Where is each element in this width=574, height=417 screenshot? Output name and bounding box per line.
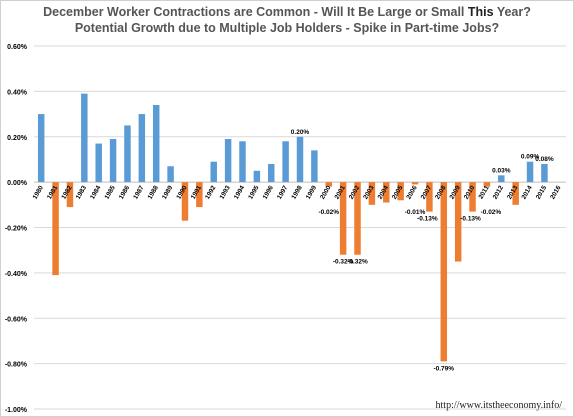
y-tick-label: -0.20% — [5, 226, 28, 233]
bar-1989 — [167, 166, 174, 183]
x-tick-label: 1983 — [75, 184, 88, 200]
bar-1998 — [296, 136, 304, 183]
bar-1987 — [138, 114, 146, 183]
title-line-1: December Worker Contractions are Common … — [0, 4, 574, 20]
x-tick-label: 1985 — [104, 184, 117, 200]
bar-2001 — [339, 182, 347, 255]
bar-2012 — [498, 175, 505, 183]
data-label-2002: -0.32% — [347, 259, 368, 266]
bar-2008 — [440, 182, 448, 362]
bar-2002 — [354, 182, 361, 255]
bar-1993 — [224, 139, 232, 183]
bar-2007 — [426, 182, 433, 212]
bar-2003 — [368, 182, 376, 205]
x-axis-tick-labels: 1980 1981 1982 1983 1984 1985 1986 1987 1988 1989… — [32, 184, 563, 200]
x-tick-label: 2016 — [549, 184, 562, 200]
x-tick-label: 1987 — [132, 184, 145, 200]
x-tick-label: 1984 — [89, 184, 102, 200]
bar-1983 — [81, 93, 88, 183]
y-tick-label: -0.60% — [5, 316, 28, 323]
x-tick-label: 1980 — [32, 184, 45, 200]
title-line-2: Potential Growth due to Multiple Job Hol… — [74, 21, 500, 35]
bar-2005 — [397, 182, 404, 201]
x-tick-label: 1998 — [290, 184, 303, 200]
x-tick-label: 2000 — [319, 184, 332, 200]
data-label-1998: 0.20% — [291, 129, 310, 136]
y-tick-label: 0.40% — [7, 89, 28, 96]
data-label-2000: -0.02% — [318, 209, 339, 216]
y-axis-tick-labels: 0.60% 0.40% 0.20% 0.00% -0.20% -0.40% -0.60% -0… — [5, 44, 28, 414]
data-label-2010: -0.13% — [460, 216, 481, 223]
x-tick-label: 1993 — [219, 184, 232, 200]
bar-1980 — [37, 114, 45, 183]
x-tick-label: 1988 — [147, 184, 160, 200]
bar-1986 — [124, 125, 131, 183]
bar-2010 — [469, 182, 476, 212]
data-labels: 0.20%-0.02%-0.32%-0.32%-0.01%-0.13%-0.79… — [291, 129, 554, 373]
x-tick-label: 1997 — [276, 184, 289, 200]
bar-2000 — [325, 182, 332, 187]
x-tick-label: 2015 — [535, 184, 548, 200]
bar-1984 — [95, 143, 102, 183]
bar-2006 — [411, 182, 419, 185]
y-tick-label: 0.20% — [7, 135, 28, 142]
data-label-2007: -0.13% — [417, 216, 438, 223]
bar-2004 — [383, 182, 390, 203]
bar-2013 — [512, 182, 519, 205]
data-label-2015: 0.08% — [535, 156, 554, 163]
title-line-1-end: Year? — [493, 5, 531, 19]
x-tick-label: 1996 — [262, 184, 275, 200]
x-tick-label: 2011 — [478, 184, 491, 200]
bar-1981 — [52, 182, 59, 276]
y-tick-label: -1.00% — [5, 407, 28, 414]
title-highlight-word: This — [467, 5, 494, 19]
data-label-2001: -0.32% — [333, 259, 354, 266]
bar-2014 — [526, 161, 534, 183]
y-tick-label: -0.40% — [5, 271, 28, 278]
y-tick-label: 0.60% — [7, 44, 28, 51]
x-tick-label: 1989 — [161, 184, 174, 200]
data-label-2006: -0.01% — [405, 209, 426, 216]
gridlines — [34, 45, 566, 410]
bar-1999 — [311, 150, 318, 183]
source-url: http://www.itstheeconomy.info/ — [435, 400, 562, 411]
data-label-2012: 0.03% — [492, 167, 511, 174]
title-line-1-start: December Worker Contractions are Common … — [43, 5, 468, 19]
bar-2015 — [541, 163, 548, 183]
bar-1995 — [253, 170, 261, 183]
data-label-2008: -0.79% — [433, 365, 454, 372]
bar-1992 — [210, 161, 217, 183]
x-tick-label: 1995 — [247, 184, 260, 200]
bar-1985 — [109, 139, 117, 183]
bar-1991 — [196, 182, 203, 208]
chart-title: December Worker Contractions are Common … — [0, 4, 574, 36]
x-tick-label: 1992 — [204, 184, 217, 200]
bar-1990 — [181, 182, 189, 221]
bar-2011 — [483, 182, 491, 187]
bar-1982 — [66, 182, 74, 208]
bars — [37, 93, 548, 362]
bar-1997 — [282, 141, 289, 183]
x-tick-label: 1986 — [118, 184, 131, 200]
y-tick-label: 0.00% — [7, 180, 28, 187]
x-tick-label: 2012 — [492, 184, 505, 200]
data-label-2014: 0.09% — [521, 154, 540, 161]
y-tick-label: -0.80% — [5, 362, 28, 369]
bar-1988 — [152, 104, 160, 183]
x-tick-label: 1999 — [305, 184, 318, 200]
x-tick-label: 2014 — [520, 184, 533, 200]
bar-1994 — [239, 141, 246, 183]
data-label-2011: -0.02% — [481, 209, 502, 216]
bar-1996 — [268, 163, 275, 183]
x-tick-label: 1994 — [233, 184, 246, 200]
bar-2009 — [454, 182, 462, 262]
x-tick-label: 2006 — [405, 184, 418, 200]
